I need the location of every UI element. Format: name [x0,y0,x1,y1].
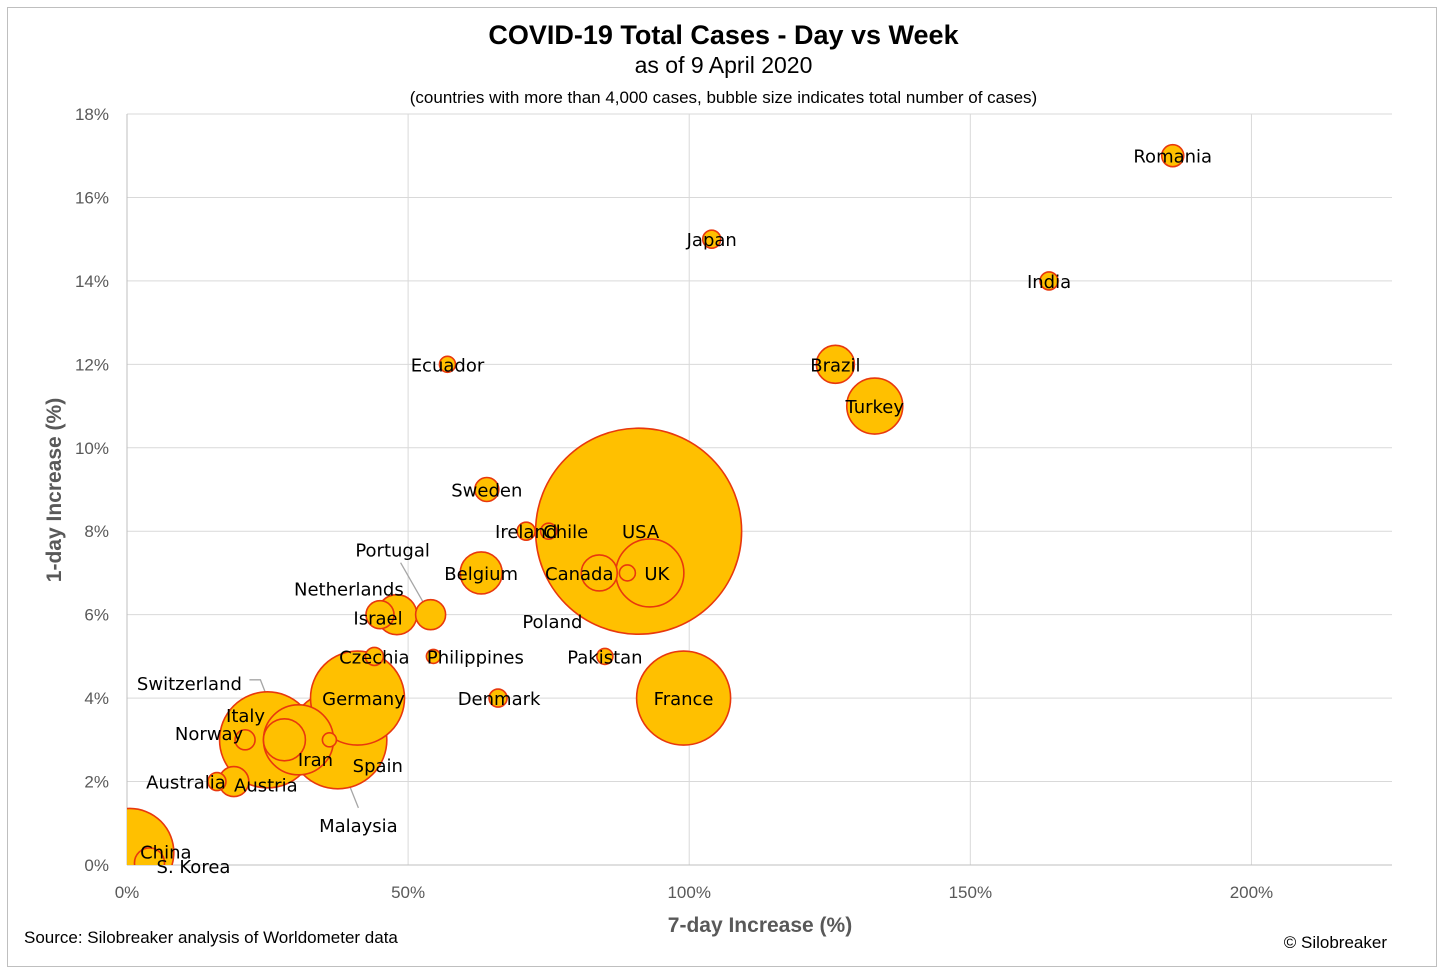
y-tick-label: 18% [75,105,109,124]
x-tick-label: 100% [667,883,710,902]
bubble-label-malaysia: Malaysia [319,816,398,837]
bubble-india[interactable] [1039,271,1059,291]
y-tick-labels: 0% 2% 4% 6% 8% 10% 12% 14% 16% 18% [75,105,109,875]
bubble-label-chile: Chile [543,522,588,543]
bubble-portugal[interactable] [414,598,447,631]
bubble-label-denmark: Denmark [458,689,541,710]
y-tick-label: 4% [84,689,109,708]
bubble-malaysia[interactable] [321,732,338,748]
bubble-label-s-korea: S. Korea [157,857,231,878]
y-tick-label: 10% [75,439,109,458]
bubble-label-india: India [1027,272,1071,293]
bubble-czechia[interactable] [364,646,385,667]
bubble-brazil[interactable] [815,344,856,385]
x-tick-labels: 0% 50% 100% 150% 200% [115,883,1273,902]
bubble-denmark[interactable] [488,688,508,708]
bubble-france[interactable] [635,650,732,746]
y-tick-label: 6% [84,606,109,625]
bubble-label-ecuador: Ecuador [411,355,485,376]
y-axis-title: 1-day Increase (%) [43,398,66,582]
x-tick-label: 0% [115,883,140,902]
bubble-romania[interactable] [1160,143,1185,168]
bubble-label-austria: Austria [234,776,298,797]
bubble-switzerland[interactable] [262,718,307,762]
bubble-label-china: China [140,842,191,863]
bubble-ecuador[interactable] [438,355,457,374]
chart-subtitle: as of 9 April 2020 [634,52,813,78]
bubble-pakistan[interactable] [596,647,614,666]
bubble-sweden[interactable] [474,476,500,503]
bubble-turkey[interactable] [845,377,904,435]
y-tick-label: 16% [75,188,109,207]
bubble-canada[interactable] [580,554,619,592]
bubble-philippines[interactable] [425,648,442,665]
bubble-australia[interactable] [207,771,227,792]
bubble-label-philippines: Philippines [427,647,524,668]
copyright-note: © Silobreaker [1283,933,1387,952]
bubble-label-belgium: Belgium [444,564,518,585]
bubble-norway[interactable] [234,729,256,751]
bubble-label-czechia: Czechia [339,647,409,668]
bubble-label-israel: Israel [353,609,402,630]
bubble-label-romania: Romania [1133,147,1212,168]
bubbles [86,143,1185,896]
bubble-label-turkey: Turkey [844,397,904,418]
bubble-label-japan: Japan [686,230,737,251]
chart-title: COVID-19 Total Cases - Day vs Week [488,20,959,50]
bubble-poland[interactable] [618,564,637,582]
bubble-label-germany: Germany [322,689,405,710]
bubble-label-uk: UK [644,564,670,585]
bubble-label-france: France [654,689,714,710]
y-tick-label: 0% [84,856,109,875]
bubble-ireland[interactable] [516,521,536,542]
bubble-label-switzerland: Switzerland [137,674,242,695]
bubble-label-poland: Poland [522,612,582,633]
y-tick-label: 8% [84,522,109,541]
bubble-label-norway: Norway [175,724,244,745]
bubble-label-italy: Italy [226,706,265,727]
y-tick-label: 14% [75,272,109,291]
x-axis-title: 7-day Increase (%) [668,914,852,937]
x-tick-label: 50% [391,883,425,902]
bubble-label-ireland: Ireland [495,522,557,543]
bubble-china[interactable] [86,807,175,896]
source-note: Source: Silobreaker analysis of Worldome… [24,928,398,947]
bubble-label-spain: Spain [353,756,403,777]
bubble-label-iran: Iran [298,750,333,771]
bubble-label-sweden: Sweden [451,481,522,502]
bubble-germany[interactable] [309,650,406,746]
y-tick-label: 12% [75,355,109,374]
bubble-label-brazil: Brazil [810,355,860,376]
bubble-label-australia: Australia [146,773,226,794]
bubble-label-portugal: Portugal [355,541,430,562]
bubble-japan[interactable] [701,229,722,249]
bubble-label-pakistan: Pakistan [567,647,642,668]
bubble-label-canada: Canada [545,564,614,585]
bubble-belgium[interactable] [459,551,504,595]
y-tick-label: 2% [84,773,109,792]
bubble-chile[interactable] [539,522,558,541]
bubble-labels: USA Spain Italy Germany France China Iran UK Tur… [137,147,1212,878]
bubble-israel[interactable] [365,599,395,630]
bubble-label-usa: USA [622,522,660,543]
bubble-s-korea[interactable] [133,847,166,878]
x-tick-label: 200% [1230,883,1273,902]
chart-note: (countries with more than 4,000 cases, b… [409,88,1038,107]
x-tick-label: 150% [949,883,992,902]
bubble-label-netherlands: Netherlands [294,580,404,601]
